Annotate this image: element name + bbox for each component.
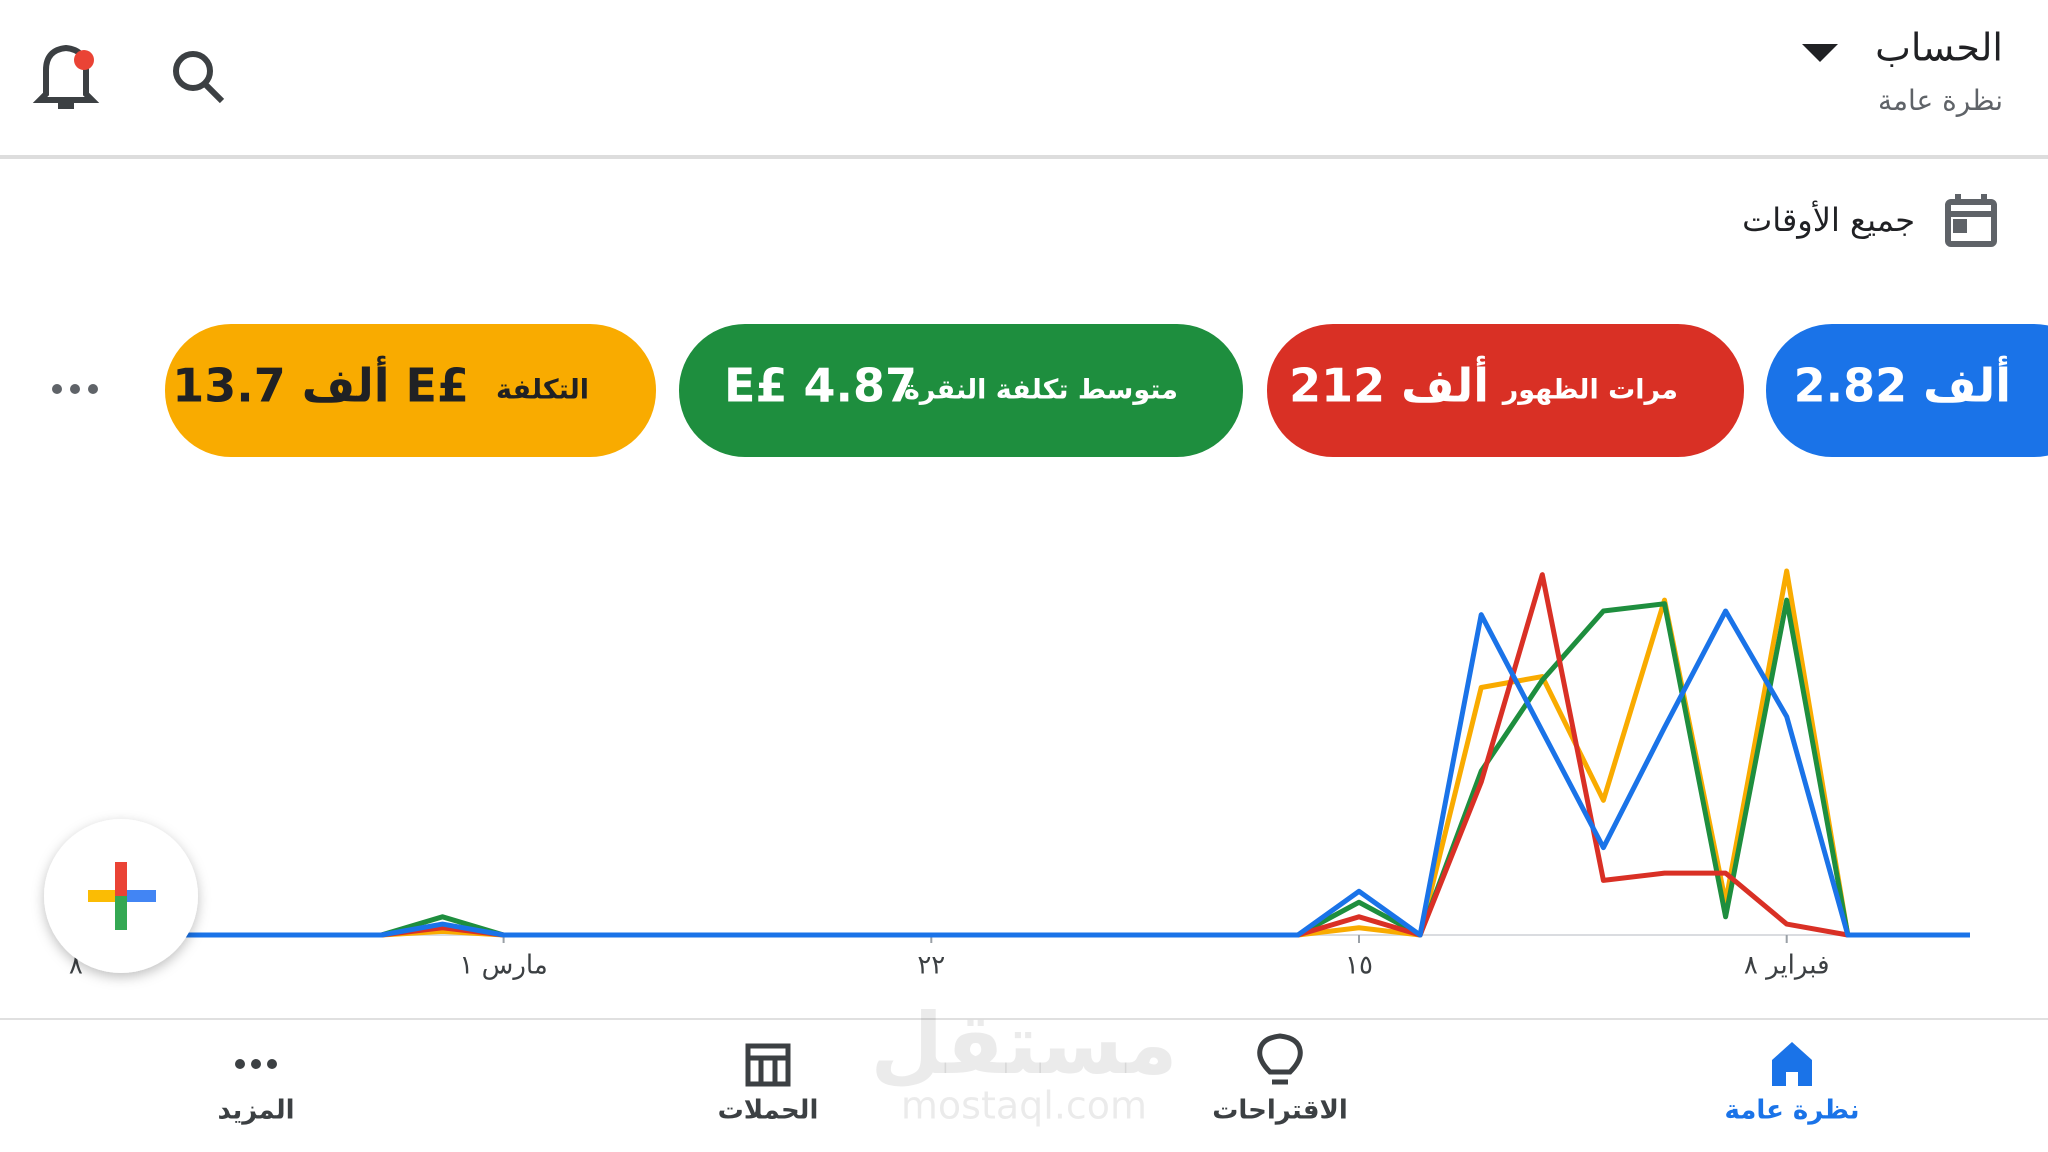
more-metrics[interactable] [52,384,98,394]
nav-label[interactable]: الحملات [718,1096,819,1126]
x-tick-label: مارس ١ [459,951,547,981]
more-icon[interactable] [235,1059,277,1069]
account-title[interactable]: الحساب [1875,26,2003,70]
metric-label: مرات الظهور [1501,375,1678,406]
nav-label[interactable]: المزيد [217,1096,294,1126]
bottom-nav [0,1018,2048,1152]
app-bar-shadow [0,155,2048,159]
metric-chip[interactable] [679,324,1243,457]
metric-chip[interactable] [1766,324,2048,457]
series-line [75,572,1970,938]
metric-chip[interactable] [1267,324,1744,457]
dropdown-arrow[interactable] [1802,44,1838,62]
calendar-icon[interactable] [1945,194,1997,247]
add-button[interactable] [44,819,198,973]
x-tick-label: ٢٢ [917,951,945,981]
overview-icon[interactable] [1772,1042,1812,1086]
metric-value: 2.82 ألف [1794,356,2011,413]
metric-label: متوسط تكلفة النقرة [904,375,1178,406]
x-tick-label: فبراير ٨ [1744,951,1830,981]
metric-value: 13.7 ألف E£ [172,356,469,413]
search-icon[interactable] [173,51,225,104]
nav-label[interactable]: الاقتراحات [1212,1096,1348,1126]
series-line [75,568,1970,938]
metric-value: 212 ألف [1289,356,1489,413]
nav-label[interactable]: نظرة عامة [1724,1096,1859,1126]
watermark-arabic: مستقل [870,995,1177,1093]
metric-value: E£ 4.87 [724,359,917,413]
date-range[interactable]: جميع الأوقات [1742,200,1915,239]
series-line [75,608,1970,938]
series-line [75,597,1970,938]
watermark-latin: mostaql.com [901,1084,1147,1128]
notifications-icon[interactable] [32,44,100,109]
app-bar [0,0,2048,156]
campaigns-icon[interactable] [745,1043,791,1087]
page-subtitle: نظرة عامة [1878,84,2003,117]
metric-chip[interactable] [165,324,656,457]
x-tick-label: ١٥ [1345,951,1373,981]
metric-label: التكلفة [496,375,589,406]
recommendations-icon[interactable] [1257,1033,1303,1085]
